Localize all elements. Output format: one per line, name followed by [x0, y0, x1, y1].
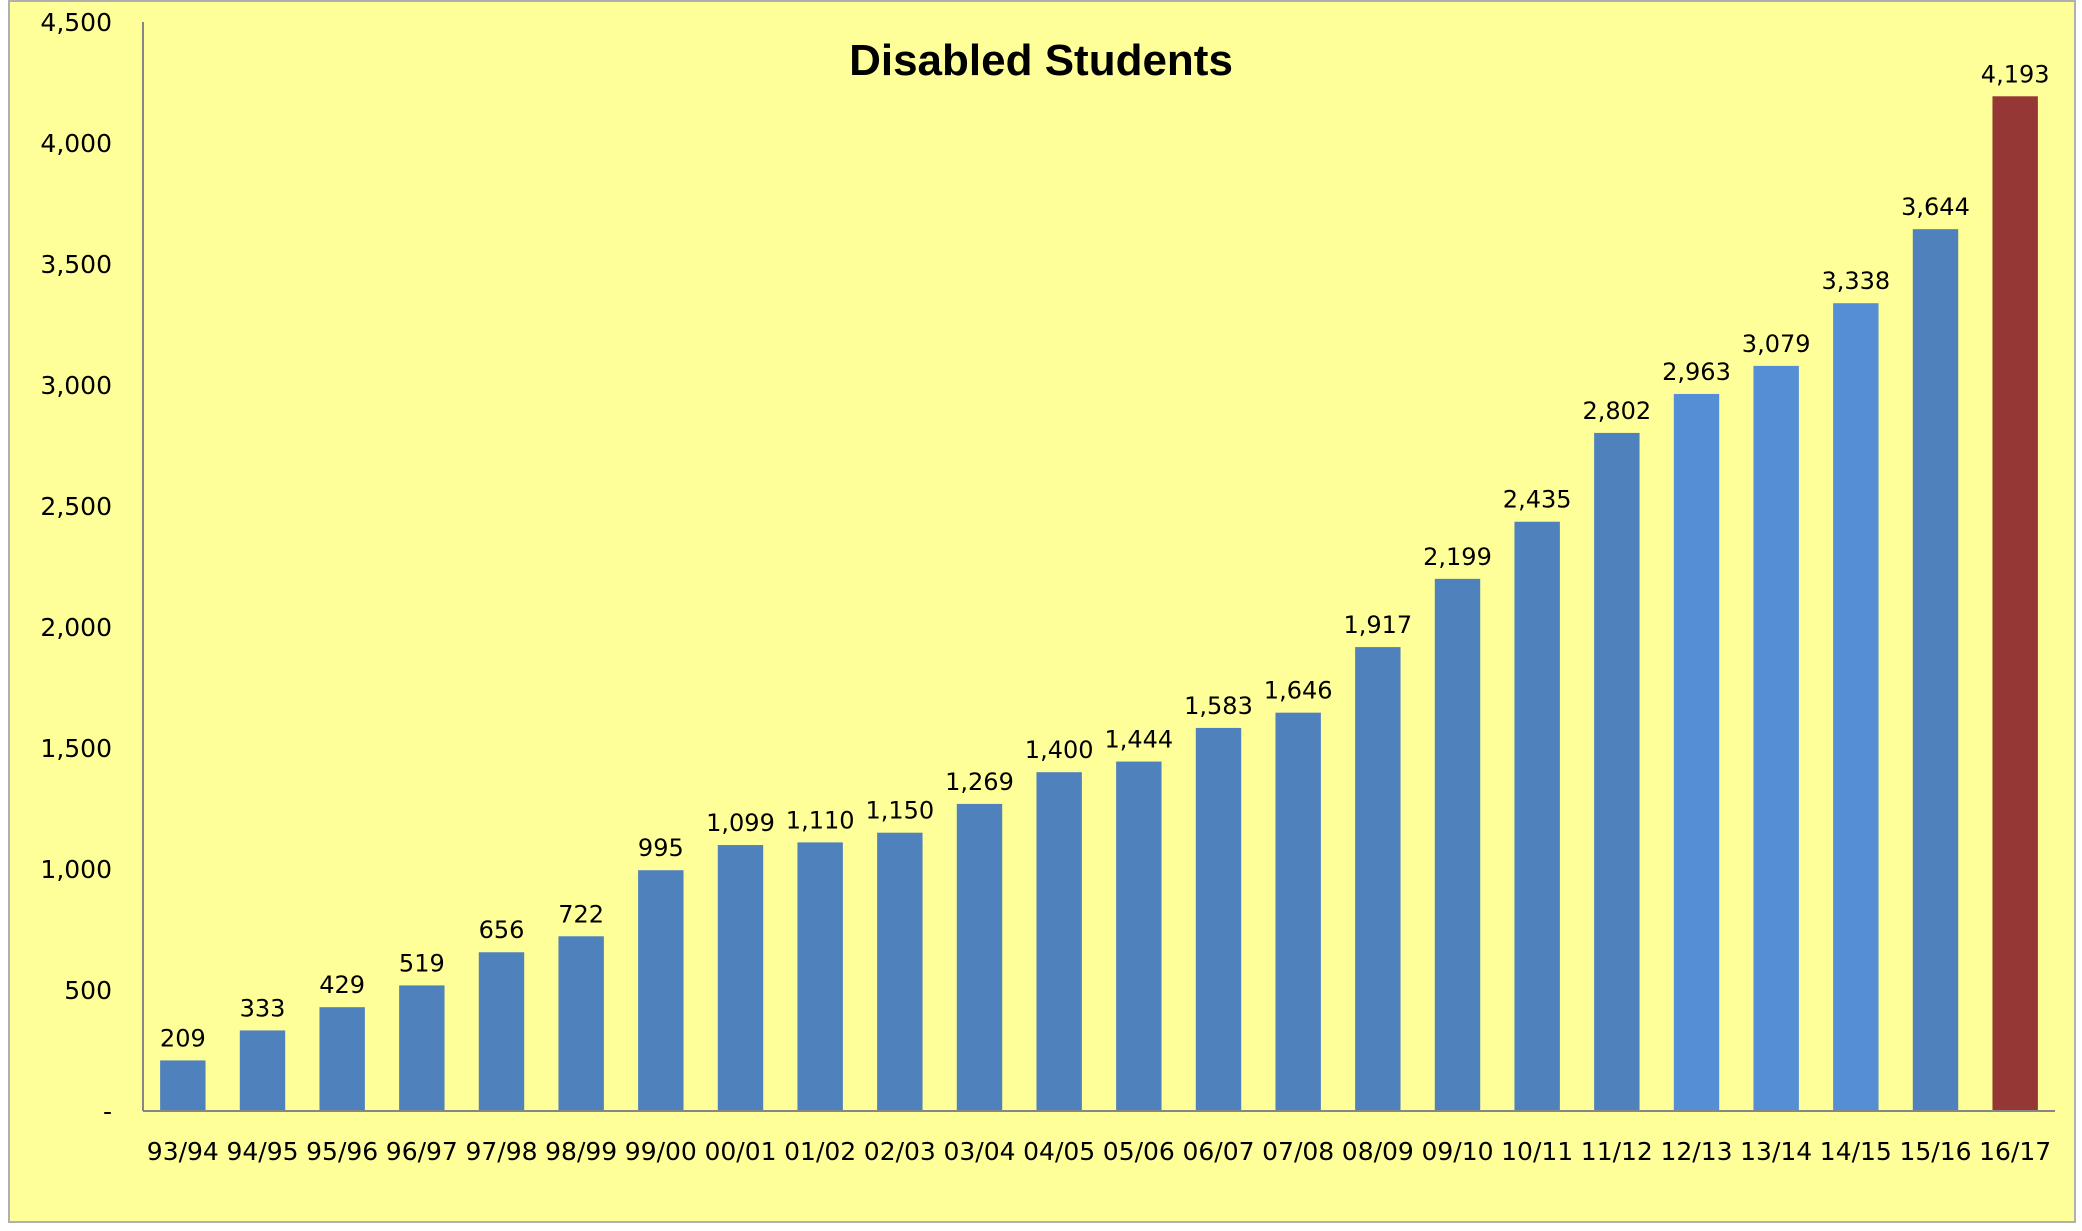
x-tick-label: 96/97: [386, 1137, 458, 1166]
bar: [717, 845, 764, 1111]
bar: [399, 985, 445, 1111]
x-tick-label: 00/01: [704, 1137, 776, 1166]
data-label: 519: [399, 949, 445, 977]
bar: [1833, 303, 1879, 1112]
bar: [1275, 712, 1321, 1111]
data-label: 333: [240, 994, 286, 1022]
y-axis-tick-labels: - 500 1,000 1,500 2,000 2,500 3,000 3,500 4,000 4…: [40, 8, 112, 1126]
bar: [558, 936, 604, 1111]
data-label: 1,269: [945, 768, 1014, 796]
y-tick-label: 4,000: [40, 129, 112, 158]
bar: [1514, 521, 1560, 1111]
y-tick-label: 500: [64, 976, 112, 1005]
x-tick-label: 97/98: [465, 1137, 537, 1166]
x-tick-label: 95/96: [306, 1137, 378, 1166]
data-label: 3,079: [1742, 330, 1811, 358]
data-labels: 209 333 429 519 656 722 995 1,099 1,110 1,150 1,26…: [160, 60, 2050, 1052]
data-label: 1,099: [706, 809, 775, 837]
y-tick-label: 1,000: [40, 855, 112, 884]
data-label: 4,193: [1981, 60, 2050, 88]
x-tick-label: 99/00: [625, 1137, 697, 1166]
y-tick-label: -: [103, 1097, 112, 1126]
x-tick-label: 07/08: [1262, 1137, 1334, 1166]
x-tick-label: 16/17: [1979, 1137, 2051, 1166]
data-label: 1,150: [865, 797, 934, 825]
x-tick-label: 14/15: [1820, 1137, 1892, 1166]
data-label: 995: [638, 834, 684, 862]
data-label: 209: [160, 1024, 206, 1052]
data-label: 2,199: [1423, 543, 1492, 571]
x-tick-label: 01/02: [784, 1137, 856, 1166]
bar: [1992, 96, 2038, 1111]
x-tick-label: 04/05: [1023, 1137, 1095, 1166]
bar: [797, 842, 843, 1111]
data-label: 3,338: [1821, 267, 1890, 295]
data-label: 3,644: [1901, 193, 1970, 221]
y-tick-label: 2,500: [40, 492, 112, 521]
bar: [1594, 432, 1640, 1111]
x-tick-label: 11/12: [1581, 1137, 1653, 1166]
x-tick-label: 03/04: [943, 1137, 1015, 1166]
x-tick-label: 09/10: [1421, 1137, 1493, 1166]
y-tick-label: 4,500: [40, 8, 112, 37]
data-label: 1,583: [1184, 692, 1253, 720]
y-tick-label: 2,000: [40, 613, 112, 642]
data-label: 2,963: [1662, 358, 1731, 386]
bar: [1434, 578, 1481, 1111]
chart-title: Disabled Students: [849, 36, 1233, 85]
y-tick-label: 3,500: [40, 250, 112, 279]
data-label: 2,435: [1503, 486, 1572, 514]
bars: [160, 96, 2038, 1112]
data-label: 1,444: [1104, 726, 1173, 754]
data-label: 656: [479, 916, 525, 944]
data-label: 429: [319, 971, 365, 999]
data-label: 722: [558, 900, 604, 928]
bar: [478, 952, 525, 1111]
y-tick-label: 1,500: [40, 734, 112, 763]
x-tick-label: 08/09: [1342, 1137, 1414, 1166]
x-tick-label: 10/11: [1501, 1137, 1573, 1166]
x-tick-label: 15/16: [1899, 1137, 1971, 1166]
x-tick-label: 94/95: [226, 1137, 298, 1166]
bar: [1912, 229, 1959, 1112]
bar: [1116, 761, 1162, 1111]
data-label: 1,110: [786, 806, 855, 834]
data-label: 1,400: [1025, 736, 1094, 764]
bar: [956, 803, 1003, 1111]
x-tick-label: 98/99: [545, 1137, 617, 1166]
x-tick-label: 06/07: [1182, 1137, 1254, 1166]
bar: [1036, 772, 1082, 1111]
bar: [1753, 365, 1799, 1112]
x-tick-label: 13/14: [1740, 1137, 1812, 1166]
bar: [638, 870, 684, 1111]
bar: [877, 832, 923, 1111]
bar: [239, 1030, 286, 1111]
bar: [1195, 727, 1242, 1111]
x-tick-label: 12/13: [1660, 1137, 1732, 1166]
data-label: 1,917: [1343, 611, 1412, 639]
data-label: 1,646: [1264, 677, 1333, 705]
bar: [160, 1060, 206, 1111]
x-axis-tick-labels: 93/94 94/95 95/96 96/97 97/98 98/99 99/00 00/01…: [147, 1137, 2051, 1166]
bar: [319, 1007, 365, 1111]
data-label: 2,802: [1582, 397, 1651, 425]
x-tick-label: 93/94: [147, 1137, 219, 1166]
x-tick-label: 05/06: [1103, 1137, 1175, 1166]
y-tick-label: 3,000: [40, 371, 112, 400]
x-tick-label: 02/03: [864, 1137, 936, 1166]
bar: [1355, 647, 1401, 1111]
bar: [1673, 393, 1720, 1112]
